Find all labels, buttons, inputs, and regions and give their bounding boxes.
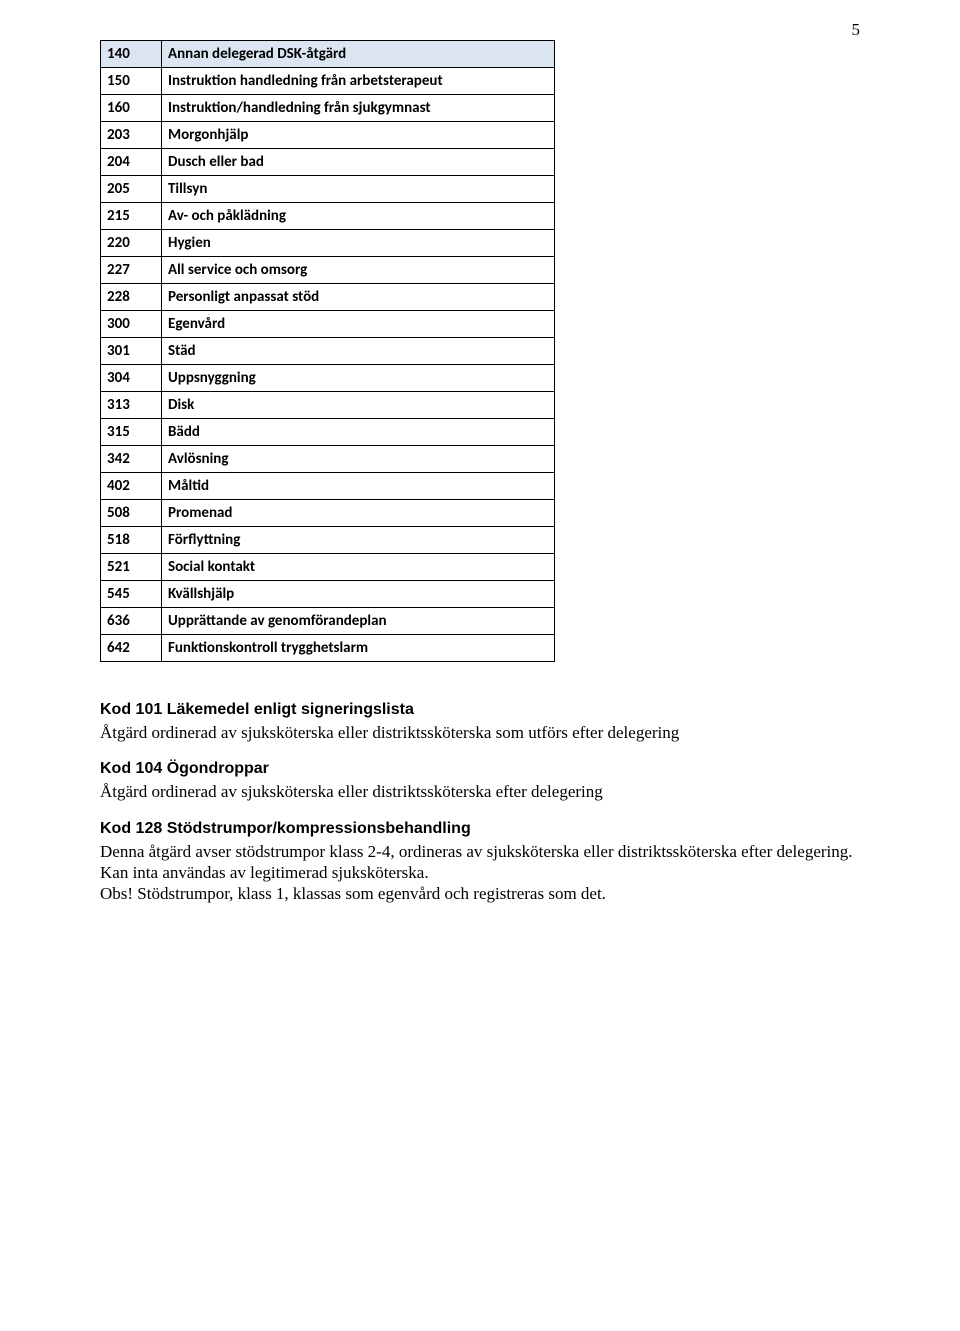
code-cell: 215 <box>101 203 162 230</box>
codes-table: 140Annan delegerad DSK-åtgärd150Instrukt… <box>100 40 555 662</box>
label-cell: Promenad <box>162 500 555 527</box>
table-row: 300Egenvård <box>101 311 555 338</box>
label-cell: Funktionskontroll trygghetslarm <box>162 635 555 662</box>
table-row: 150Instruktion handledning från arbetste… <box>101 68 555 95</box>
label-cell: Instruktion/handledning från sjukgymnast <box>162 95 555 122</box>
table-row: 518Förflyttning <box>101 527 555 554</box>
table-row: 313Disk <box>101 392 555 419</box>
section-body-line: Denna åtgärd avser stödstrumpor klass 2-… <box>100 841 860 884</box>
label-cell: Morgonhjälp <box>162 122 555 149</box>
label-cell: Kvällshjälp <box>162 581 555 608</box>
section: Kod 101 Läkemedel enligt signeringslista… <box>100 700 860 743</box>
code-cell: 521 <box>101 554 162 581</box>
sections-container: Kod 101 Läkemedel enligt signeringslista… <box>100 700 860 904</box>
table-row: 521Social kontakt <box>101 554 555 581</box>
table-row: 160Instruktion/handledning från sjukgymn… <box>101 95 555 122</box>
code-cell: 315 <box>101 419 162 446</box>
label-cell: Bädd <box>162 419 555 446</box>
table-row: 402Måltid <box>101 473 555 500</box>
table-row: 203Morgonhjälp <box>101 122 555 149</box>
table-row: 508Promenad <box>101 500 555 527</box>
section-body-line: Åtgärd ordinerad av sjuksköterska eller … <box>100 722 860 743</box>
label-cell: Instruktion handledning från arbetsterap… <box>162 68 555 95</box>
code-cell: 636 <box>101 608 162 635</box>
label-cell: Upprättande av genomförandeplan <box>162 608 555 635</box>
label-cell: Städ <box>162 338 555 365</box>
label-cell: Förflyttning <box>162 527 555 554</box>
section-body-line: Åtgärd ordinerad av sjuksköterska eller … <box>100 781 860 802</box>
table-row: 205Tillsyn <box>101 176 555 203</box>
code-cell: 227 <box>101 257 162 284</box>
code-cell: 140 <box>101 41 162 68</box>
section-heading: Kod 128 Stödstrumpor/kompressionsbehandl… <box>100 819 860 839</box>
code-cell: 300 <box>101 311 162 338</box>
label-cell: Hygien <box>162 230 555 257</box>
table-row: 545Kvällshjälp <box>101 581 555 608</box>
code-cell: 313 <box>101 392 162 419</box>
section-body-line: Obs! Stödstrumpor, klass 1, klassas som … <box>100 883 860 904</box>
code-cell: 228 <box>101 284 162 311</box>
table-row: 140Annan delegerad DSK-åtgärd <box>101 41 555 68</box>
code-cell: 342 <box>101 446 162 473</box>
table-row: 301Städ <box>101 338 555 365</box>
label-cell: Måltid <box>162 473 555 500</box>
code-cell: 518 <box>101 527 162 554</box>
code-cell: 508 <box>101 500 162 527</box>
table-row: 215Av- och påklädning <box>101 203 555 230</box>
label-cell: Dusch eller bad <box>162 149 555 176</box>
label-cell: Annan delegerad DSK-åtgärd <box>162 41 555 68</box>
code-cell: 402 <box>101 473 162 500</box>
table-row: 227All service och omsorg <box>101 257 555 284</box>
code-cell: 203 <box>101 122 162 149</box>
section: Kod 104 ÖgondropparÅtgärd ordinerad av s… <box>100 759 860 802</box>
label-cell: Social kontakt <box>162 554 555 581</box>
code-cell: 304 <box>101 365 162 392</box>
table-row: 204Dusch eller bad <box>101 149 555 176</box>
page-number: 5 <box>852 20 861 40</box>
label-cell: Av- och påklädning <box>162 203 555 230</box>
table-row: 315Bädd <box>101 419 555 446</box>
label-cell: Avlösning <box>162 446 555 473</box>
table-row: 304Uppsnyggning <box>101 365 555 392</box>
label-cell: Egenvård <box>162 311 555 338</box>
section-heading: Kod 104 Ögondroppar <box>100 759 860 779</box>
table-row: 342Avlösning <box>101 446 555 473</box>
table-row: 228Personligt anpassat stöd <box>101 284 555 311</box>
page: 5 140Annan delegerad DSK-åtgärd150Instru… <box>0 0 960 1331</box>
code-cell: 220 <box>101 230 162 257</box>
code-cell: 205 <box>101 176 162 203</box>
codes-table-body: 140Annan delegerad DSK-åtgärd150Instrukt… <box>101 41 555 662</box>
code-cell: 160 <box>101 95 162 122</box>
code-cell: 204 <box>101 149 162 176</box>
code-cell: 642 <box>101 635 162 662</box>
code-cell: 150 <box>101 68 162 95</box>
label-cell: All service och omsorg <box>162 257 555 284</box>
section: Kod 128 Stödstrumpor/kompressionsbehandl… <box>100 819 860 905</box>
section-heading: Kod 101 Läkemedel enligt signeringslista <box>100 700 860 720</box>
table-row: 642Funktionskontroll trygghetslarm <box>101 635 555 662</box>
label-cell: Disk <box>162 392 555 419</box>
label-cell: Uppsnyggning <box>162 365 555 392</box>
code-cell: 301 <box>101 338 162 365</box>
code-cell: 545 <box>101 581 162 608</box>
table-row: 220Hygien <box>101 230 555 257</box>
table-row: 636Upprättande av genomförandeplan <box>101 608 555 635</box>
label-cell: Tillsyn <box>162 176 555 203</box>
label-cell: Personligt anpassat stöd <box>162 284 555 311</box>
